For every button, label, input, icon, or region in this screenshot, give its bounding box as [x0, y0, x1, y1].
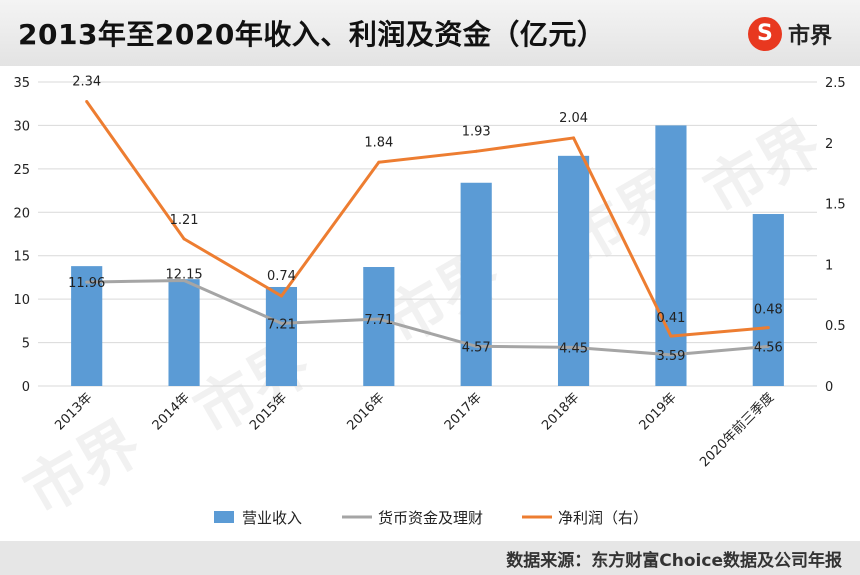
y-right-tick-label: 2.5	[825, 76, 846, 91]
logo-text: 市界	[788, 18, 832, 50]
profit-point	[669, 335, 672, 338]
x-tick-label: 2015年	[247, 390, 290, 433]
x-tick-label: 2020年前三季度	[696, 390, 777, 471]
x-tick-label: 2016年	[344, 390, 387, 433]
funds-data-label: 7.21	[267, 317, 296, 332]
revenue-bar	[266, 287, 297, 386]
revenue-bar	[655, 125, 686, 386]
brand-logo: S 市界	[748, 14, 832, 54]
legend-profit-label: 净利润（右）	[558, 509, 648, 527]
y-right-tick-label: 1	[825, 258, 833, 273]
profit-data-label: 2.04	[559, 111, 588, 126]
profit-data-label: 0.74	[267, 269, 296, 284]
legend-funds-label: 货币资金及理财	[378, 509, 483, 527]
profit-data-label: 0.48	[754, 303, 783, 318]
funds-data-label: 4.57	[462, 340, 491, 355]
y-left-tick-label: 25	[13, 163, 30, 178]
funds-data-label: 7.71	[364, 313, 393, 328]
x-tick-label: 2018年	[539, 390, 582, 433]
profit-data-label: 0.41	[656, 311, 685, 326]
y-left-tick-label: 30	[13, 119, 30, 134]
funds-data-label: 12.15	[165, 267, 202, 282]
header-bar: 2013年至2020年收入、利润及资金（亿元） S 市界	[0, 0, 860, 66]
y-left-tick-label: 15	[13, 250, 30, 265]
revenue-bar	[753, 214, 784, 386]
y-right-tick-label: 0.5	[825, 319, 846, 334]
profit-data-label: 1.93	[462, 124, 491, 139]
x-tick-label: 2017年	[442, 390, 485, 433]
combo-chart: 0 5 10 15 20 25 30 35 0 0.5 1 1.5 2 2.5 2013年 2014年 2015…	[0, 66, 860, 541]
y-right-tick-label: 1.5	[825, 198, 846, 213]
x-tick-label: 2013年	[52, 390, 95, 433]
legend-revenue-label: 营业收入	[242, 509, 302, 527]
profit-point	[183, 237, 186, 240]
profit-data-label: 2.34	[72, 74, 101, 89]
funds-data-label: 4.56	[754, 340, 783, 355]
profit-point	[572, 136, 575, 139]
profit-point	[85, 100, 88, 103]
y-left-tick-label: 0	[22, 380, 30, 395]
revenue-bar	[461, 183, 492, 386]
footer-bar: 数据来源：东方财富Choice数据及公司年报	[0, 541, 860, 575]
logo-icon: S	[748, 17, 782, 51]
y-right-tick-label: 0	[825, 380, 833, 395]
y-left-tick-label: 35	[13, 76, 30, 91]
source-note: 数据来源：东方财富Choice数据及公司年报	[506, 546, 842, 571]
legend-revenue-swatch	[214, 511, 234, 523]
profit-point	[280, 295, 283, 298]
y-left-tick-label: 20	[13, 206, 30, 221]
funds-data-label: 4.45	[559, 341, 588, 356]
x-tick-label: 2019年	[637, 390, 680, 433]
funds-data-label: 11.96	[68, 276, 105, 291]
profit-data-label: 1.84	[364, 135, 393, 150]
profit-point	[377, 161, 380, 164]
y-left-tick-label: 10	[13, 293, 30, 308]
funds-data-label: 3.59	[656, 349, 685, 364]
chart-title: 2013年至2020年收入、利润及资金（亿元）	[18, 13, 605, 53]
x-tick-label: 2014年	[150, 390, 193, 433]
profit-data-label: 1.21	[170, 213, 199, 228]
profit-point	[475, 150, 478, 153]
y-right-tick-label: 2	[825, 137, 833, 152]
profit-point	[767, 326, 770, 329]
y-left-tick-label: 5	[22, 337, 30, 352]
revenue-bar	[168, 279, 199, 386]
